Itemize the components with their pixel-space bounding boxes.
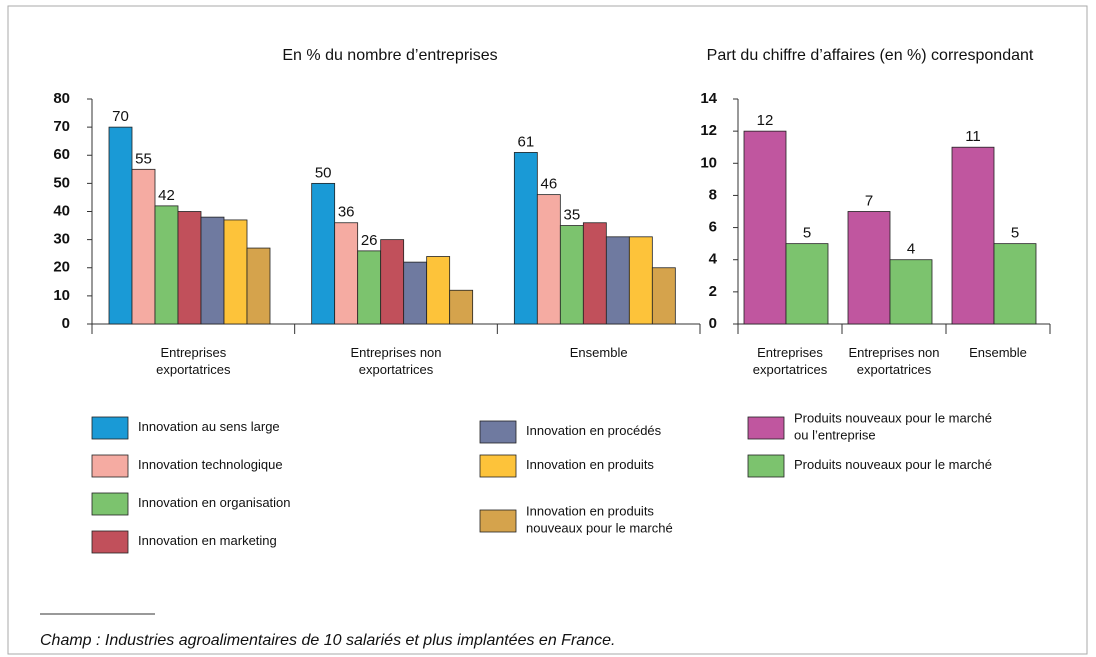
y-tick-label: 4 xyxy=(709,251,718,268)
legend-swatch xyxy=(91,530,129,554)
x-tick-label: Entreprises exportatrices xyxy=(156,345,231,377)
y-tick-label: 80 xyxy=(53,90,70,107)
legend-swatch xyxy=(747,416,785,440)
bar xyxy=(536,194,561,325)
y-tick-label: 14 xyxy=(700,90,717,107)
legend-label: Produits nouveaux pour le marché xyxy=(794,457,992,472)
bar xyxy=(951,146,995,325)
legend-label: Innovation au sens large xyxy=(138,419,280,434)
legend-swatch xyxy=(91,492,129,516)
bar xyxy=(108,126,133,325)
legend-label: Innovation en organisation xyxy=(138,495,291,510)
bar xyxy=(993,243,1037,325)
x-tick-label: Entreprises exportatrices xyxy=(753,345,828,377)
y-tick-label: 20 xyxy=(53,259,70,276)
data-label: 26 xyxy=(361,232,378,249)
legend-label: Innovation en produits xyxy=(526,457,654,472)
footnote: Champ : Industries agroalimentaires de 1… xyxy=(40,632,615,649)
legend-label: Innovation en marketing xyxy=(138,533,277,548)
chart-title: Part du chiffre d’affaires (en %) corres… xyxy=(707,47,1034,64)
data-label: 35 xyxy=(563,207,580,224)
bar xyxy=(743,130,787,325)
y-tick-label: 60 xyxy=(53,146,70,163)
bar xyxy=(154,205,179,325)
bar xyxy=(200,216,225,325)
y-tick-label: 0 xyxy=(62,315,70,332)
data-label: 5 xyxy=(803,225,811,242)
y-tick-label: 50 xyxy=(53,174,70,191)
legend-label: Produits nouveaux pour le marché ou l’ent… xyxy=(794,411,992,443)
y-tick-label: 30 xyxy=(53,231,70,248)
data-label: 42 xyxy=(158,187,175,204)
data-label: 61 xyxy=(517,133,534,150)
bar xyxy=(582,222,607,325)
legend-swatch xyxy=(91,416,129,440)
bar xyxy=(223,219,248,325)
bar xyxy=(889,259,933,325)
legend-swatch xyxy=(747,454,785,478)
x-tick-label: Entreprises non exportatrices xyxy=(848,345,939,377)
x-tick-label: Entreprises non exportatrices xyxy=(350,345,441,377)
legend-swatch xyxy=(479,454,517,478)
y-tick-label: 6 xyxy=(709,219,717,236)
bar xyxy=(177,211,202,325)
bar xyxy=(311,182,336,325)
legend-swatch xyxy=(479,509,517,533)
bar xyxy=(334,222,359,325)
y-tick-label: 70 xyxy=(53,118,70,135)
data-label: 7 xyxy=(865,192,873,209)
bar xyxy=(651,267,676,325)
x-tick-label: Ensemble xyxy=(969,345,1027,360)
data-label: 46 xyxy=(540,176,557,193)
y-tick-label: 10 xyxy=(53,287,70,304)
bar xyxy=(131,168,156,325)
y-tick-label: 10 xyxy=(700,154,717,171)
data-label: 4 xyxy=(907,241,915,258)
bar xyxy=(847,211,891,325)
bar xyxy=(605,236,630,325)
data-label: 55 xyxy=(135,150,152,167)
y-tick-label: 2 xyxy=(709,283,717,300)
bar xyxy=(785,243,829,325)
legend-label: Innovation en produits nouveaux pour le m… xyxy=(526,504,673,536)
frame xyxy=(7,5,1088,655)
legend-swatch xyxy=(479,420,517,444)
bar xyxy=(380,239,405,325)
y-tick-label: 0 xyxy=(709,315,717,332)
bar xyxy=(513,152,538,325)
data-label: 70 xyxy=(112,108,129,125)
x-tick-label: Ensemble xyxy=(570,345,628,360)
legend-swatch xyxy=(91,454,129,478)
bar xyxy=(403,261,428,325)
bar xyxy=(628,236,653,325)
data-label: 50 xyxy=(315,164,332,181)
data-label: 11 xyxy=(965,128,981,145)
bar xyxy=(246,247,271,325)
data-label: 36 xyxy=(338,204,355,221)
y-tick-label: 40 xyxy=(53,202,70,219)
bar xyxy=(426,256,451,325)
y-tick-label: 8 xyxy=(709,186,717,203)
bar xyxy=(357,250,382,325)
legend-label: Innovation en procédés xyxy=(526,423,662,438)
bar xyxy=(559,225,584,325)
data-label: 12 xyxy=(757,112,774,129)
data-label: 5 xyxy=(1011,225,1019,242)
y-tick-label: 12 xyxy=(700,122,717,139)
chart-title: En % du nombre d’entreprises xyxy=(282,47,497,64)
bar xyxy=(449,289,474,325)
legend-label: Innovation technologique xyxy=(138,457,283,472)
